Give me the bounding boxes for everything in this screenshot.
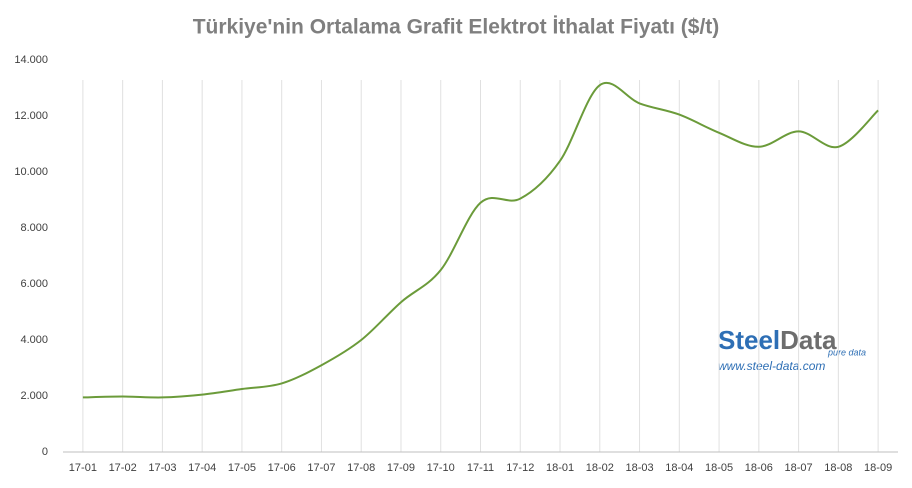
- watermark-brand: SteelData: [718, 325, 837, 355]
- x-tick-label: 17-08: [347, 462, 375, 474]
- y-tick-label: 8.000: [20, 222, 48, 234]
- brand-part: Steel: [718, 325, 780, 355]
- y-tick-label: 0: [42, 446, 48, 458]
- watermark-tagline: pure data: [827, 347, 866, 357]
- x-tick-label: 18-08: [824, 462, 852, 474]
- x-tick-label: 18-05: [705, 462, 733, 474]
- x-tick-label: 17-02: [109, 462, 137, 474]
- x-tick-label: 17-07: [307, 462, 335, 474]
- x-tick-label: 17-01: [69, 462, 97, 474]
- x-tick-label: 17-10: [427, 462, 455, 474]
- x-tick-label: 18-09: [864, 462, 892, 474]
- x-tick-label: 17-05: [228, 462, 256, 474]
- y-tick-label: 14.000: [14, 54, 48, 66]
- x-tick-label: 18-07: [785, 462, 813, 474]
- x-tick-label: 17-09: [387, 462, 415, 474]
- y-tick-label: 2.000: [20, 390, 48, 402]
- x-tick-label: 18-04: [665, 462, 693, 474]
- x-tick-label: 17-04: [188, 462, 216, 474]
- x-tick-label: 17-12: [506, 462, 534, 474]
- y-tick-label: 10.000: [14, 166, 48, 178]
- line-series: [82, 82, 879, 399]
- brand-part: Data: [780, 325, 837, 355]
- y-tick-label: 6.000: [20, 278, 48, 290]
- x-tick-label: 18-03: [625, 462, 653, 474]
- chart-title: Türkiye'nin Ortalama Grafit Elektrot İth…: [193, 16, 720, 39]
- x-tick-label: 17-03: [148, 462, 176, 474]
- x-tick-label: 18-06: [745, 462, 773, 474]
- x-tick-label: 17-06: [268, 462, 296, 474]
- y-tick-label: 12.000: [14, 110, 48, 122]
- x-tick-label: 18-01: [546, 462, 574, 474]
- y-tick-label: 4.000: [20, 334, 48, 346]
- watermark-url: www.steel-data.com: [718, 359, 825, 373]
- x-tick-label: 18-02: [586, 462, 614, 474]
- x-tick-label: 17-11: [467, 462, 494, 474]
